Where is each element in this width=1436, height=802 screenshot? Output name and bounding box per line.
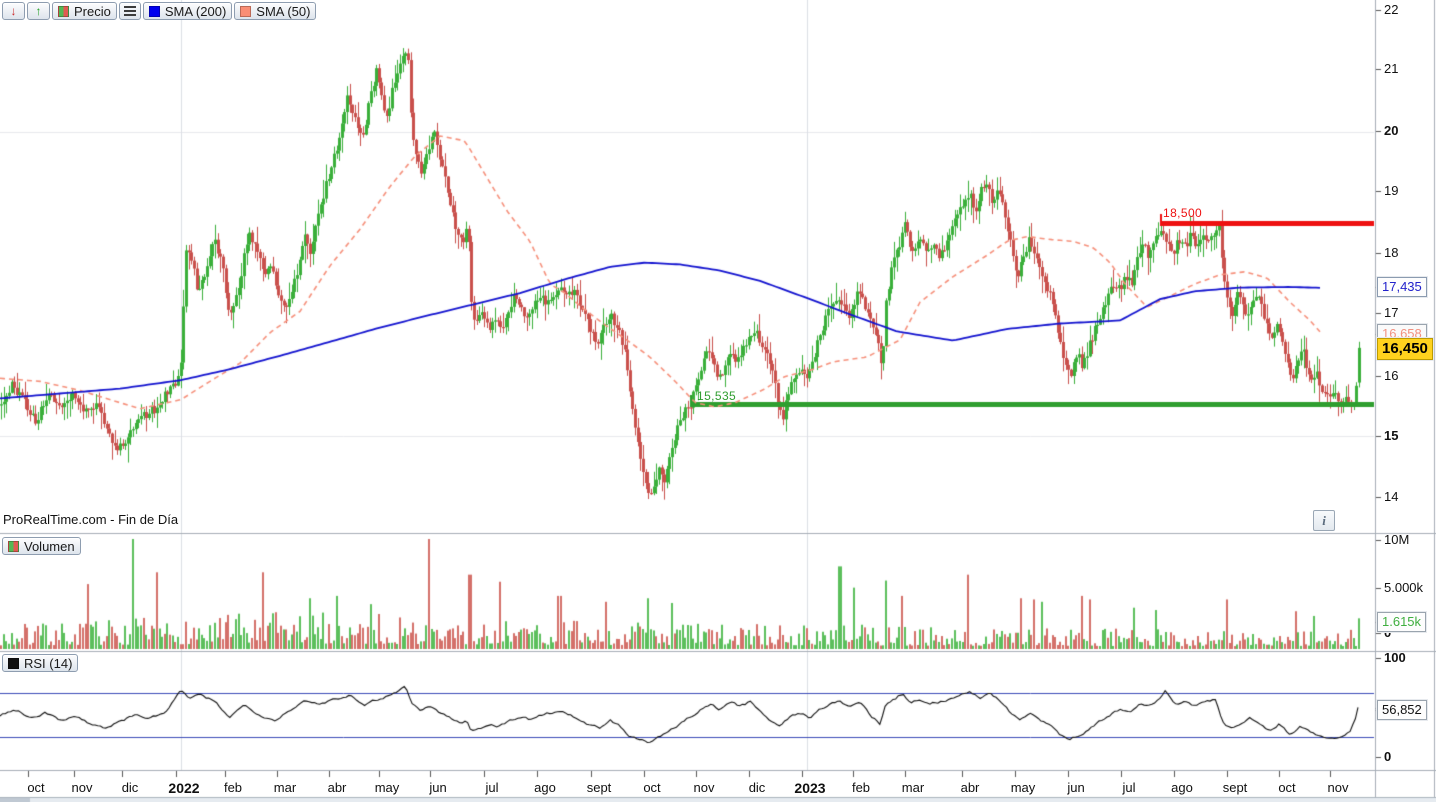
- x-axis-month-label: sept: [586, 780, 612, 795]
- sma50-legend-label: SMA (50): [256, 3, 311, 19]
- x-axis-month-label: dic: [748, 780, 766, 795]
- price-tick-label: 22: [1384, 2, 1399, 17]
- rsi-legend-label: RSI (14): [24, 655, 73, 671]
- volume-legend-label: Volumen: [24, 538, 75, 554]
- sma200-value-badge: 17,435: [1377, 277, 1427, 297]
- x-axis-month-label: 2022: [168, 780, 200, 796]
- x-axis-month-label: ago: [1171, 780, 1193, 795]
- volume-legend-chip[interactable]: Volumen: [2, 537, 81, 555]
- price-tick-label: 17: [1384, 305, 1399, 320]
- x-axis-month-label: abr: [960, 780, 980, 795]
- down-arrow-icon: ↓: [10, 4, 17, 18]
- x-axis-month-label: feb: [851, 780, 871, 795]
- x-axis-month-label: mar: [273, 780, 297, 795]
- x-axis-month-label: jun: [429, 780, 447, 795]
- price-legend-label: Precio: [74, 3, 111, 19]
- x-axis-month-label: dic: [121, 780, 139, 795]
- scroll-down-button[interactable]: ↓: [2, 2, 25, 20]
- sma200-color-icon: [148, 5, 160, 17]
- price-tick-label: 14: [1384, 489, 1399, 504]
- level-line-label: 18,500: [1163, 206, 1203, 220]
- volume-tick-label: 5.000k: [1384, 580, 1424, 595]
- x-axis-month-label: jul: [485, 780, 499, 795]
- scroll-up-button[interactable]: ↑: [27, 2, 50, 20]
- rsi-tick-label: 0: [1384, 749, 1392, 764]
- sma200-legend-chip[interactable]: SMA (200): [142, 2, 233, 20]
- chart-toolbar: ↓ ↑ Precio SMA (200) SMA (50): [2, 2, 317, 20]
- sma50-color-icon: [240, 5, 252, 17]
- price-tick-label: 19: [1384, 183, 1399, 198]
- volume-value-badge: 1.615k: [1377, 612, 1427, 632]
- watermark-text: ProRealTime.com - Fin de Día: [3, 512, 179, 527]
- x-axis-month-label: 2023: [794, 780, 826, 796]
- x-axis-month-label: oct: [27, 780, 45, 795]
- price-legend-chip[interactable]: Precio: [52, 2, 117, 20]
- x-axis-month-label: feb: [223, 780, 243, 795]
- price-tick-label: 21: [1384, 61, 1399, 76]
- list-icon: [123, 6, 136, 16]
- sma50-legend-chip[interactable]: SMA (50): [234, 2, 317, 20]
- candlestick-icon: [58, 5, 69, 17]
- price-tick-label: 20: [1384, 123, 1399, 138]
- x-axis-month-label: nov: [71, 780, 93, 795]
- info-button[interactable]: i: [1313, 510, 1335, 531]
- volume-tick-label: 0: [1384, 625, 1392, 640]
- x-axis-month-label: jun: [1067, 780, 1085, 795]
- price-tick-label: 18: [1384, 245, 1399, 260]
- volume-tick-label: 10M: [1384, 532, 1410, 547]
- x-axis-month-label: nov: [1327, 780, 1349, 795]
- x-axis-month-label: may: [1010, 780, 1036, 795]
- x-axis-month-label: abr: [327, 780, 347, 795]
- x-axis-month-label: oct: [1278, 780, 1296, 795]
- price-tick-label: 16: [1384, 368, 1399, 383]
- x-axis-month-label: nov: [693, 780, 715, 795]
- rsi-tick-label: 100: [1384, 650, 1406, 665]
- last-value-badge: 16,450: [1377, 338, 1433, 360]
- x-axis-month-label: mar: [901, 780, 925, 795]
- volume-color-icon: [8, 540, 19, 552]
- x-axis-month-label: sept: [1222, 780, 1248, 795]
- x-axis-month-label: oct: [643, 780, 661, 795]
- x-axis-month-label: jul: [1122, 780, 1136, 795]
- x-axis-month-label: may: [374, 780, 400, 795]
- indicator-list-button[interactable]: [118, 2, 141, 20]
- level-line-label: 15,535: [697, 389, 737, 403]
- sma200-legend-label: SMA (200): [164, 3, 227, 19]
- rsi-value-badge: 56,852: [1377, 700, 1427, 720]
- rsi-legend-chip[interactable]: RSI (14): [2, 654, 79, 672]
- rsi-color-icon: [8, 657, 19, 669]
- x-axis-month-label: ago: [534, 780, 556, 795]
- price-tick-label: 15: [1384, 428, 1399, 443]
- info-icon: i: [1322, 512, 1326, 528]
- up-arrow-icon: ↑: [35, 4, 42, 18]
